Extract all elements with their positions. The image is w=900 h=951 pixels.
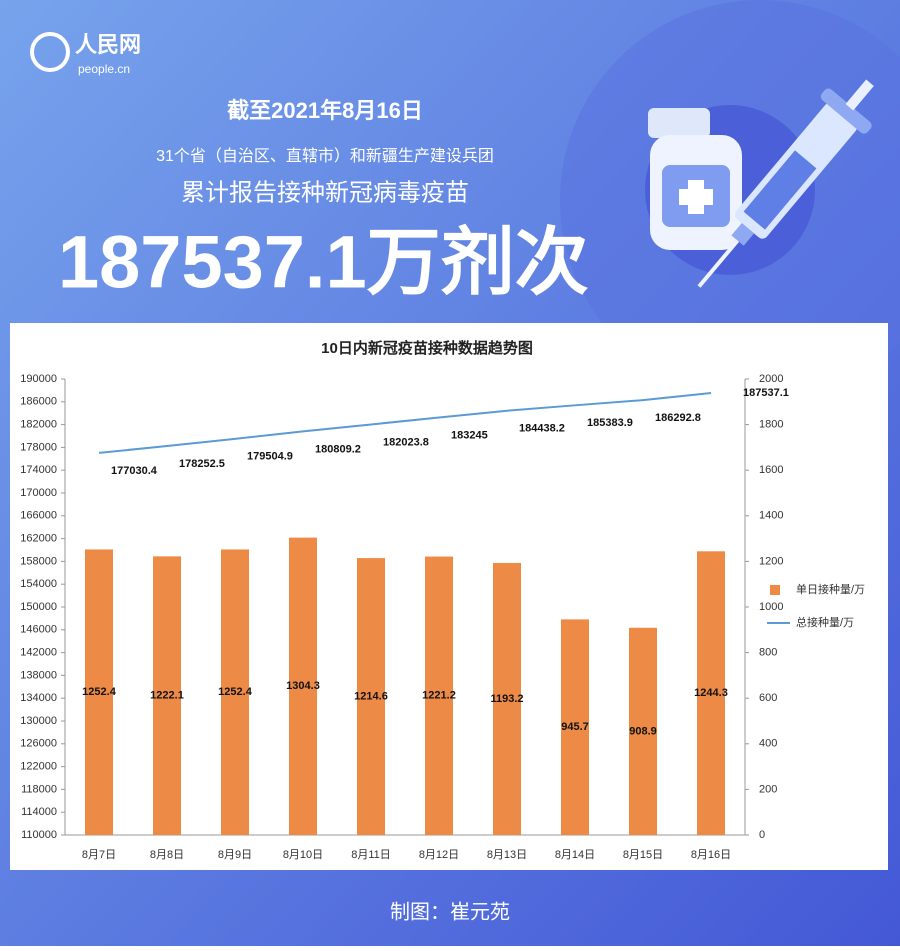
data-label: 1244.3	[694, 687, 728, 699]
logo-mark	[30, 32, 70, 72]
bar	[153, 556, 181, 835]
bar	[85, 549, 113, 835]
data-label: 1252.4	[82, 686, 117, 698]
y-tick-label: 174000	[20, 464, 57, 476]
header-total: 187537.1万剂次	[58, 221, 589, 304]
y-tick-label: 158000	[20, 555, 57, 567]
data-label: 182023.8	[383, 436, 429, 448]
y2-tick-label: 1800	[759, 419, 783, 431]
y-tick-label: 170000	[20, 487, 57, 499]
y-tick-label: 166000	[20, 510, 57, 522]
bar	[357, 558, 385, 835]
data-label: 1193.2	[490, 693, 523, 705]
y-tick-label: 118000	[21, 783, 57, 795]
x-tick-label: 8月13日	[487, 849, 527, 861]
data-label: 1222.1	[150, 690, 184, 702]
header-date: 截至2021年8月16日	[227, 98, 423, 123]
y-tick-label: 146000	[20, 624, 57, 636]
line	[98, 392, 712, 454]
y-tick-label: 114000	[21, 806, 57, 818]
x-tick-label: 8月15日	[623, 849, 663, 861]
x-tick-label: 8月14日	[555, 849, 595, 861]
y2-tick-label: 400	[759, 738, 777, 750]
y-tick-label: 122000	[20, 761, 57, 773]
data-label: 180809.2	[315, 443, 361, 455]
y-tick-label: 110000	[21, 829, 57, 841]
bar	[629, 627, 657, 835]
bar	[493, 562, 521, 835]
y-tick-label: 142000	[20, 647, 57, 659]
x-tick-label: 8月8日	[150, 849, 184, 861]
x-tick-label: 8月10日	[283, 849, 323, 861]
x-tick-label: 8月11日	[351, 849, 391, 861]
chart: 110000 114000 118000 122000 126000 130000 1340…	[20, 373, 865, 861]
y2-tick-label: 0	[759, 829, 765, 841]
bar	[697, 551, 725, 835]
data-label: 184438.2	[519, 423, 565, 435]
y-tick-label: 182000	[20, 419, 57, 431]
logo-name: 人民网	[75, 32, 141, 57]
y-tick-label: 130000	[20, 715, 57, 727]
y2-tick-label: 1400	[759, 510, 783, 522]
y2-tick-label: 1600	[759, 464, 783, 476]
data-label: 178252.5	[179, 458, 225, 470]
vaccine-illustration	[648, 79, 874, 288]
x-tick-label: 8月16日	[691, 849, 731, 861]
y2-tick-label: 200	[759, 783, 777, 795]
bar	[289, 537, 317, 835]
legend-label: 总接种量/万	[796, 615, 854, 629]
y2-tick-label: 2000	[759, 373, 783, 385]
y-tick-label: 134000	[20, 692, 57, 704]
y-tick-label: 162000	[20, 533, 57, 545]
data-label: 179504.9	[247, 451, 293, 463]
data-label: 186292.8	[655, 412, 701, 424]
chart-title: 10日内新冠疫苗接种数据趋势图	[321, 339, 533, 357]
bar	[425, 556, 453, 835]
bar	[561, 619, 589, 835]
footer-credit: 制图：崔元苑	[390, 900, 510, 923]
y2-tick-label: 800	[759, 647, 777, 659]
data-label: 1214.6	[354, 690, 388, 702]
logo-site: people.cn	[78, 62, 130, 76]
y-tick-label: 126000	[20, 738, 57, 750]
data-label: 908.9	[629, 725, 657, 737]
x-tick-label: 8月7日	[82, 849, 116, 861]
y-tick-label: 190000	[20, 373, 57, 385]
data-label: 177030.4	[111, 465, 158, 477]
y-tick-label: 138000	[20, 669, 57, 681]
legend-label: 单日接种量/万	[796, 582, 865, 596]
data-label: 1221.2	[422, 690, 456, 702]
legend-swatch	[770, 585, 780, 595]
y2-tick-label: 600	[759, 692, 777, 704]
y-tick-label: 178000	[20, 441, 57, 453]
header-subject: 累计报告接种新冠病毒疫苗	[181, 179, 469, 206]
data-label: 1252.4	[218, 686, 253, 698]
data-label: 1304.3	[286, 680, 320, 692]
x-tick-label: 8月12日	[419, 849, 459, 861]
data-label: 183245	[451, 429, 488, 441]
y2-tick-label: 1200	[759, 555, 783, 567]
y-tick-label: 154000	[20, 578, 57, 590]
header-scope: 31个省（自治区、直辖市）和新疆生产建设兵团	[156, 147, 494, 165]
x-tick-label: 8月9日	[218, 849, 252, 861]
y-tick-label: 186000	[20, 396, 57, 408]
data-label: 185383.9	[587, 417, 633, 429]
data-label: 945.7	[561, 721, 589, 733]
y2-tick-label: 1000	[759, 601, 783, 613]
y-tick-label: 150000	[20, 601, 57, 613]
bar	[221, 549, 249, 835]
data-label: 187537.1	[743, 387, 789, 399]
